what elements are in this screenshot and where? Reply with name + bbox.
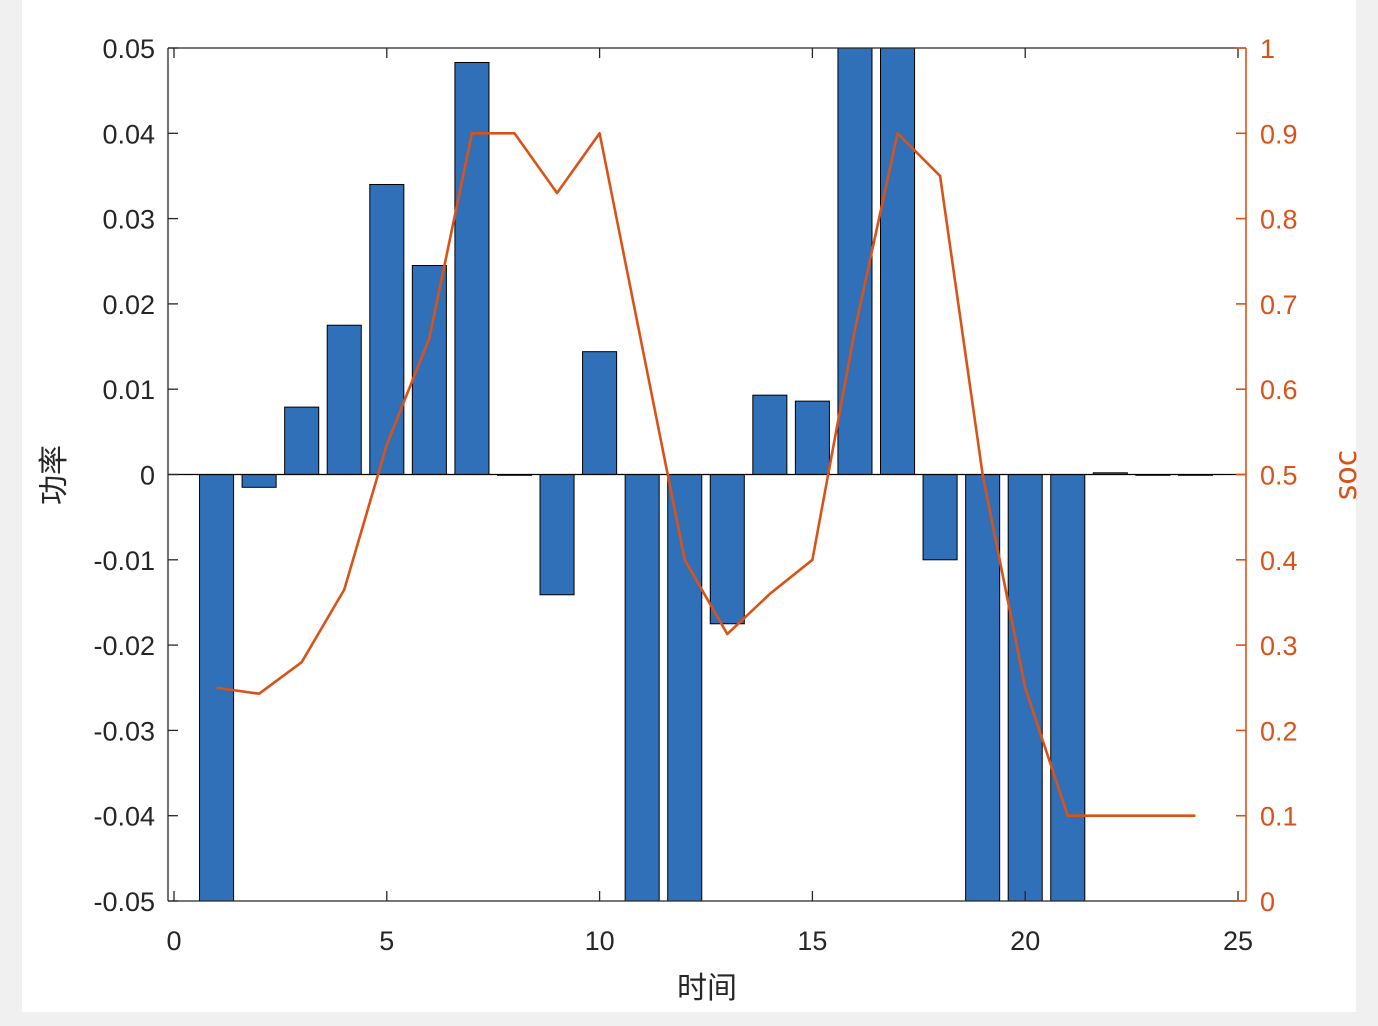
y-left-tick-label: -0.01 [93,546,155,576]
y-right-tick-label: 0.5 [1260,461,1298,491]
x-tick-label: 15 [797,926,827,956]
bar-2 [241,474,277,488]
y-left-tick-label: -0.02 [93,631,155,661]
y-right-tick-label: 1 [1260,34,1275,64]
y-right-tick-label: 0.8 [1260,205,1298,235]
y-left-tick-label: 0.04 [102,119,155,149]
x-axis-label: 时间 [677,971,737,1006]
x-tick-label: 0 [166,926,181,956]
bar-21 [1050,474,1086,902]
y-left-tick-label: 0.01 [102,375,155,405]
bar-4 [326,324,362,475]
y-left-tick-label: 0.02 [102,290,155,320]
soc-line [216,132,1196,818]
y-right-tick-label: 0.3 [1260,631,1298,661]
y-right-tick-label: 0.4 [1260,546,1298,576]
y-left-tick-label: 0.05 [102,34,155,64]
y-right-tick-label: 0.7 [1260,290,1298,320]
x-tick-label: 10 [585,926,615,956]
bar-5 [369,183,405,475]
y-left-tick-label: -0.03 [93,716,155,746]
y-left-tick-label: 0.03 [102,205,155,235]
y-right-tick-label: 0.2 [1260,716,1298,746]
ticks-layer: 0 5 10 15 20 250.050.040.030.020.010-0.01-0.0… [93,34,1297,956]
y-left-tick-label: -0.04 [93,802,155,832]
x-tick-label: 5 [379,926,394,956]
y-right-tick-label: 0.6 [1260,375,1298,405]
line-layer [216,132,1196,818]
y-left-tick-label: 0 [140,461,155,491]
y-right-tick-label: 0.1 [1260,802,1298,832]
bars-layer [199,47,1213,902]
bar-10 [582,351,618,476]
bar-9 [539,474,575,596]
bar-15 [794,400,830,476]
x-tick-label: 25 [1223,926,1253,956]
bar-13 [709,474,745,625]
x-tick-label: 20 [1010,926,1040,956]
bar-17 [880,47,916,475]
bar-14 [752,394,788,476]
y-right-tick-label: 0.9 [1260,119,1298,149]
y-left-tick-label: -0.05 [93,887,155,917]
y-right-tick-label: 0 [1260,887,1275,917]
bar-18 [922,474,958,561]
y-right-axis-label: soc [1329,450,1364,500]
bar-12 [667,474,703,902]
bar-7 [454,62,490,475]
bar-3 [284,406,320,475]
axes-layer [167,47,1247,902]
bar-16 [837,47,873,475]
y-left-axis-label: 功率 [37,445,72,505]
bar-11 [624,474,660,902]
